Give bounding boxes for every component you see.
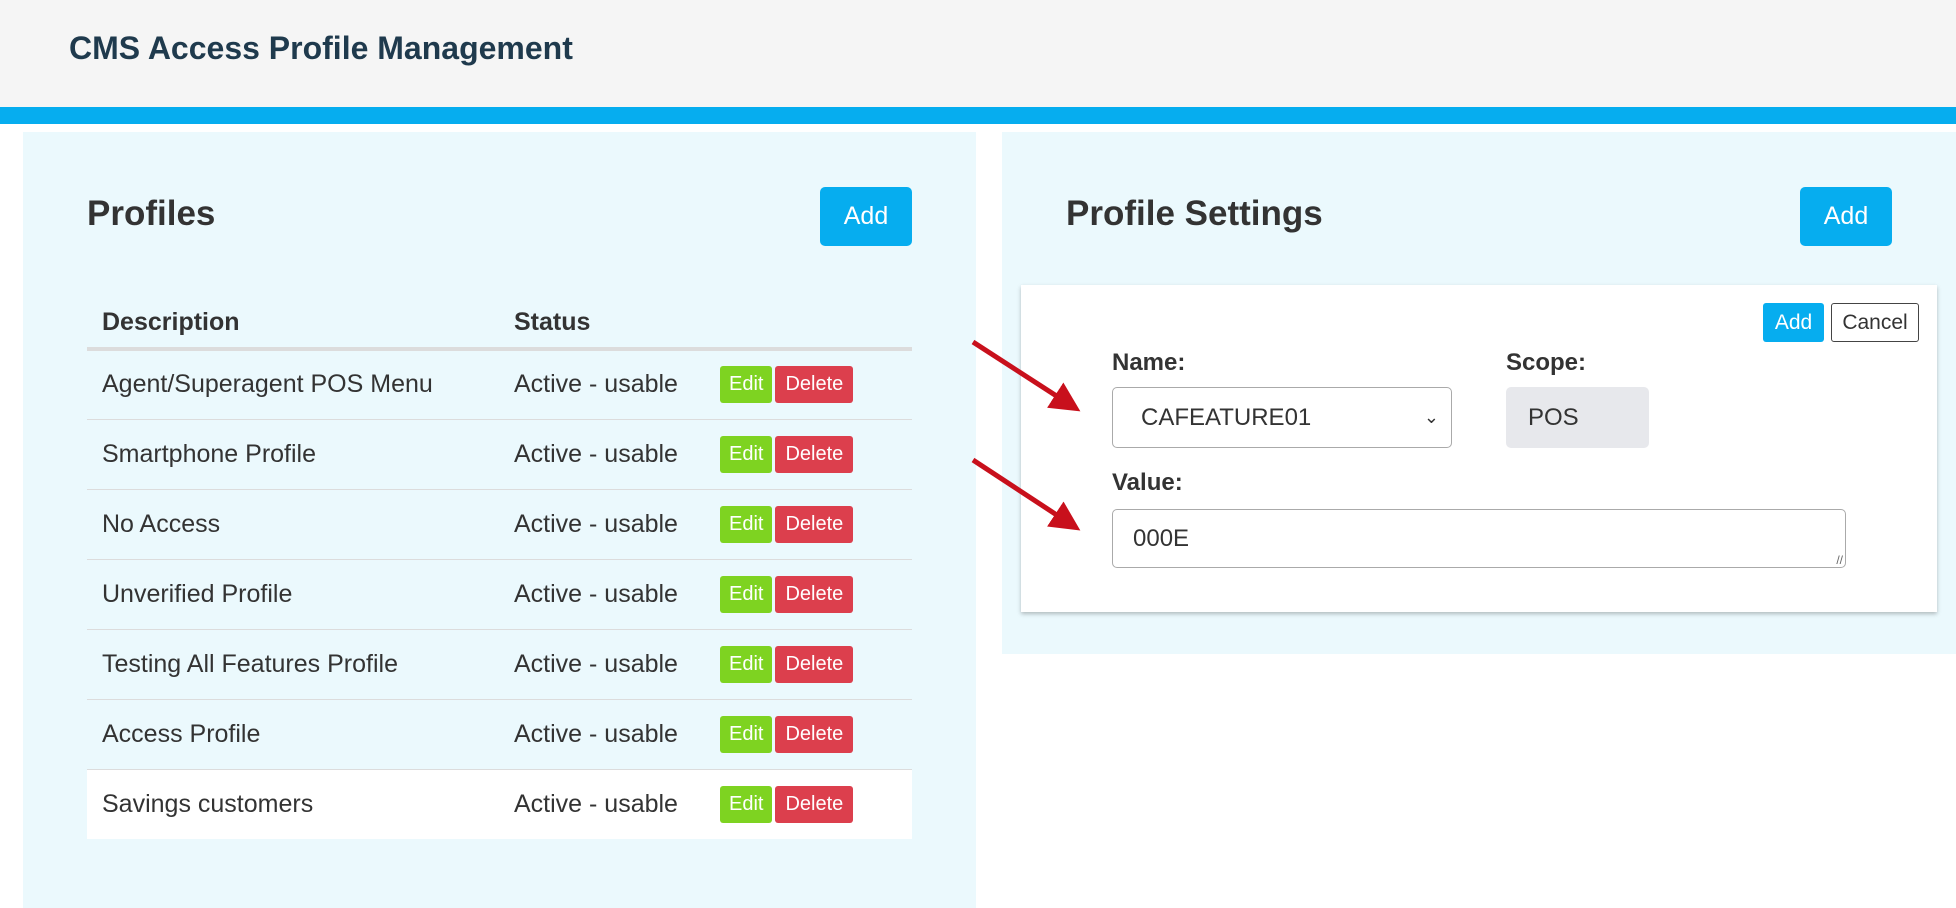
value-label: Value: [1112, 469, 1183, 496]
delete-button[interactable]: Delete [775, 715, 854, 753]
profile-settings-panel: Profile Settings Add Add Cancel Name: CA… [1002, 132, 1956, 654]
name-select-value: CAFEATURE01 [1141, 403, 1312, 431]
delete-button[interactable]: Delete [775, 785, 854, 823]
delete-button[interactable]: Delete [775, 505, 854, 543]
column-header-status: Status [499, 297, 705, 351]
row-description: No Access [87, 489, 499, 560]
value-text: 000E [1133, 524, 1190, 552]
form-cancel-button[interactable]: Cancel [1831, 303, 1919, 342]
row-status: Active - usable [499, 489, 705, 560]
arrow-to-value [971, 457, 1081, 531]
profiles-table: Description Status Agent/Superagent POS … [87, 297, 912, 839]
row-description: Smartphone Profile [87, 419, 499, 490]
chevron-down-icon: ⌄ [1423, 407, 1439, 427]
value-textarea[interactable]: 000E // [1112, 509, 1846, 568]
form-add-button[interactable]: Add [1763, 303, 1824, 342]
delete-button[interactable]: Delete [775, 435, 854, 473]
name-select[interactable]: CAFEATURE01 ⌄ [1112, 387, 1452, 448]
setting-form-card: Add Cancel Name: CAFEATURE01 ⌄ Scope: PO… [1021, 285, 1937, 612]
row-description: Access Profile [87, 699, 499, 770]
row-description: Unverified Profile [87, 559, 499, 630]
table-row: Access Profile Active - usable Edit Delet… [87, 699, 912, 770]
table-row: Agent/Superagent POS Menu Active - usabl… [87, 349, 912, 420]
row-status: Active - usable [499, 769, 705, 839]
add-setting-button[interactable]: Add [1800, 187, 1892, 246]
row-description: Agent/Superagent POS Menu [87, 349, 499, 420]
add-profile-button[interactable]: Add [820, 187, 912, 246]
row-status: Active - usable [499, 629, 705, 700]
app-title: CMS Access Profile Management [69, 30, 573, 66]
edit-button[interactable]: Edit [720, 435, 773, 473]
edit-button[interactable]: Edit [720, 575, 773, 613]
table-row: Testing All Features Profile Active - us… [87, 629, 912, 700]
scope-field: POS [1506, 387, 1649, 448]
table-row: Unverified Profile Active - usable Edit D… [87, 559, 912, 630]
resize-handle-icon[interactable]: // [1836, 553, 1843, 567]
row-status: Active - usable [499, 699, 705, 770]
arrow-to-name [971, 339, 1081, 412]
accent-bar [0, 107, 1956, 124]
column-header-description: Description [87, 297, 499, 351]
edit-button[interactable]: Edit [720, 645, 773, 683]
edit-button[interactable]: Edit [720, 785, 773, 823]
table-row: No Access Active - usable Edit Delete [87, 489, 912, 560]
table-row: Smartphone Profile Active - usable Edit D… [87, 419, 912, 490]
scope-label: Scope: [1506, 349, 1587, 376]
row-status: Active - usable [499, 419, 705, 490]
edit-button[interactable]: Edit [720, 715, 773, 753]
name-label: Name: [1112, 349, 1186, 376]
row-description: Testing All Features Profile [87, 629, 499, 700]
column-header-actions [705, 297, 912, 351]
delete-button[interactable]: Delete [775, 575, 854, 613]
row-status: Active - usable [499, 559, 705, 630]
row-description: Savings customers [87, 769, 499, 839]
delete-button[interactable]: Delete [775, 645, 854, 683]
profile-settings-title: Profile Settings [1066, 194, 1323, 233]
table-row: Savings customers Active - usable Edit De… [87, 769, 912, 839]
app-header: CMS Access Profile Management [0, 0, 1956, 107]
edit-button[interactable]: Edit [720, 505, 773, 543]
profiles-panel: Profiles Add Description Status Agent/Su… [23, 132, 976, 908]
delete-button[interactable]: Delete [775, 366, 854, 404]
row-status: Active - usable [499, 349, 705, 420]
edit-button[interactable]: Edit [720, 366, 773, 404]
profiles-title: Profiles [87, 194, 216, 233]
